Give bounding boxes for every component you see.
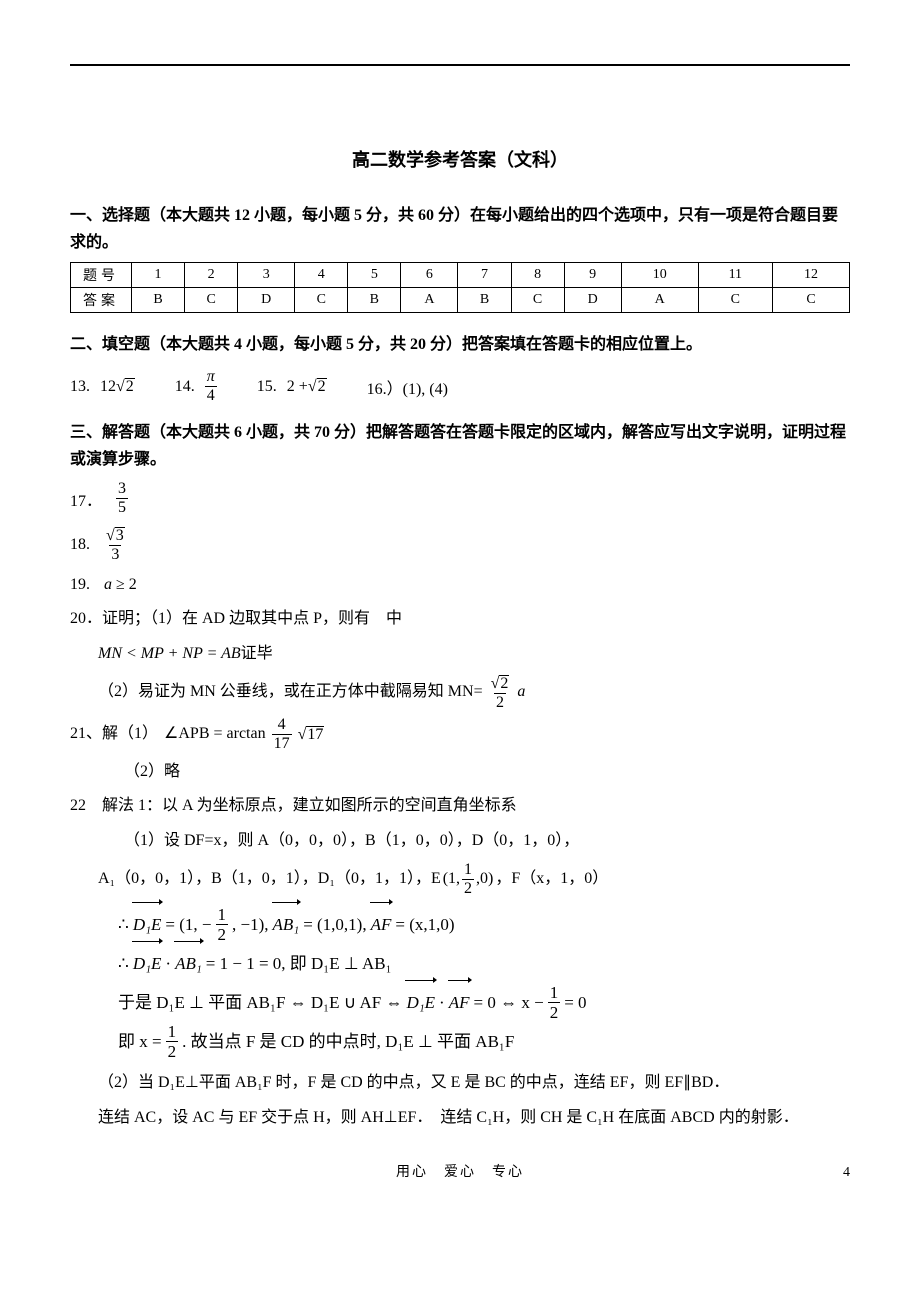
q21-line1: 21、解（1） ∠APB = arctan 4 17 √17 bbox=[70, 717, 850, 752]
fill-14-value: π 4 bbox=[205, 369, 217, 404]
q22-p2a: （2）当 D₁E⊥平面 AB₁F 时，F 是 CD 的中点，又 E 是 BC 的… bbox=[70, 1069, 850, 1098]
top-rule bbox=[70, 64, 850, 66]
q20-line1: 20．证明；（1）在 AD 边取其中点 P，则有 中 bbox=[70, 605, 850, 634]
q22-eq1: ∴ D₁E = (1, − 12 , −1), AB₁ = (1,0,1), A… bbox=[118, 905, 850, 1061]
q22-l2: （1）设 DF=x，则 A（0，0，0），B（1，0，0），D（0，1，0）， bbox=[70, 827, 850, 856]
fill-row: 13. 12 √2 14. π 4 15. 2 + √2 16.）(1), (4… bbox=[70, 365, 850, 409]
table-row: 题号 1 2 3 4 5 6 7 8 9 10 11 12 bbox=[71, 263, 850, 288]
page-number: 4 bbox=[843, 1165, 850, 1181]
section-2-head: 二、填空题（本大题共 4 小题，每小题 5 分，共 20 分）把答案填在答题卡的… bbox=[70, 331, 850, 358]
q22-l3: A₁（0，0，1），B（1，0，1），D₁（0，1，1），E (1, 12 ,0… bbox=[70, 862, 850, 897]
q22-l1: 22 解法 1：以 A 为坐标原点，建立如图所示的空间直角坐标系 bbox=[70, 792, 850, 821]
fill-15-value: 2 + √2 bbox=[287, 378, 327, 396]
page-title: 高二数学参考答案（文科） bbox=[70, 146, 850, 172]
q18: 18. √3 3 bbox=[70, 525, 850, 565]
fill-label: 13. bbox=[70, 378, 90, 396]
fill-16-value: 16.）(1), (4) bbox=[367, 375, 448, 399]
row-label: 答案 bbox=[71, 288, 132, 313]
q22-p2b: 连结 AC，设 AC 与 EF 交于点 H，则 AH⊥EF． 连结 C₁H，则 … bbox=[70, 1104, 850, 1133]
row-label: 题号 bbox=[71, 263, 132, 288]
footer-text: 用心 爱心 专心 bbox=[396, 1165, 524, 1180]
q21-part2: （2）略 bbox=[70, 758, 850, 787]
fill-13-value: 12 √2 bbox=[100, 378, 135, 396]
section-1-head: 一、选择题（本大题共 12 小题，每小题 5 分，共 60 分）在每小题给出的四… bbox=[70, 202, 850, 256]
table-row: 答案 B C D C B A B C D A C C bbox=[71, 288, 850, 313]
fill-label: 15. bbox=[257, 378, 277, 396]
q19: 19. a ≥ 2 bbox=[70, 571, 850, 599]
q17: 17． 3 5 bbox=[70, 479, 850, 519]
q20-line2: MN < MP + NP = AB 证毕 bbox=[70, 640, 850, 669]
fill-label: 14. bbox=[175, 378, 195, 396]
q20-line3: （2）易证为 MN 公垂线，或在正方体中截隔易知 MN= √2 2 a bbox=[70, 675, 850, 711]
footer: 用心 爱心 专心 4 bbox=[70, 1161, 850, 1181]
answer-table: 题号 1 2 3 4 5 6 7 8 9 10 11 12 答案 B C D C… bbox=[70, 262, 850, 313]
section-3-head: 三、解答题（本大题共 6 小题，共 70 分）把解答题答在答题卡限定的区域内，解… bbox=[70, 419, 850, 473]
